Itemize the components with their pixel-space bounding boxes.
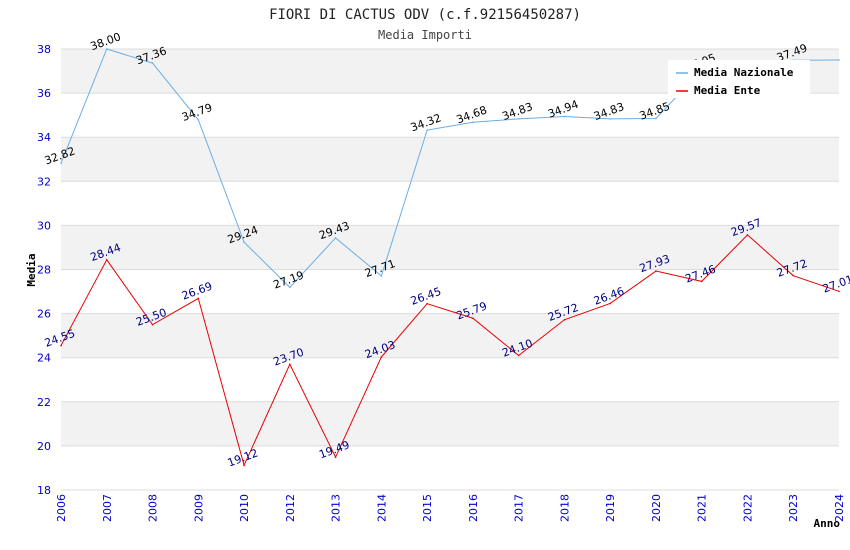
data-point-media-ente — [655, 270, 657, 272]
y-tick-label: 32 — [37, 175, 51, 188]
y-axis-title: Media — [25, 253, 38, 286]
x-tick-label: 2007 — [101, 494, 114, 522]
x-tick-label: 2020 — [650, 494, 663, 522]
chart-title: FIORI DI CACTUS ODV (c.f.92156450287) — [269, 7, 581, 23]
grid-band — [61, 357, 839, 402]
y-tick-label: 36 — [37, 87, 51, 100]
x-tick-label: 2014 — [375, 494, 388, 522]
data-point-media-nazionale — [517, 118, 520, 120]
x-tick-label: 2022 — [741, 494, 754, 522]
y-axis-ticks: 18 20 22 24 26 28 30 32 34 36 38 — [37, 43, 51, 497]
y-tick-label: 34 — [37, 131, 51, 144]
data-point-media-nazionale — [197, 118, 200, 121]
data-point-media-ente — [197, 297, 200, 300]
x-tick-label: 2016 — [467, 494, 480, 522]
grid-band — [61, 313, 839, 358]
data-point-media-ente — [151, 323, 154, 326]
y-tick-label: 38 — [37, 43, 51, 56]
data-point-media-ente — [609, 302, 611, 305]
grid-band — [61, 269, 839, 314]
data-point-media-ente — [334, 456, 337, 458]
x-tick-label: 2008 — [147, 494, 160, 522]
x-tick-label: 2024 — [833, 494, 846, 522]
grid-bands — [61, 49, 839, 490]
grid-band — [61, 445, 839, 490]
x-tick-label: 2021 — [696, 494, 709, 522]
y-tick-label: 18 — [37, 484, 51, 497]
x-tick-label: 2010 — [238, 494, 251, 522]
grid-band — [61, 225, 839, 270]
y-tick-label: 20 — [37, 440, 51, 453]
data-point-media-ente — [838, 290, 840, 293]
data-point-media-nazionale — [838, 59, 840, 61]
grid-band — [61, 93, 839, 138]
x-axis-ticks: 2006 2007 2008 2009 2010 2012 2013 2014 2015 2016… — [55, 494, 846, 522]
data-point-media-nazionale — [472, 121, 474, 124]
data-point-media-nazionale — [60, 162, 62, 165]
data-point-media-nazionale — [289, 286, 291, 289]
x-tick-label: 2017 — [513, 494, 526, 522]
data-point-media-nazionale — [334, 237, 337, 239]
data-point-media-nazionale — [151, 62, 154, 64]
y-tick-label: 22 — [37, 396, 51, 409]
x-tick-label: 2012 — [284, 494, 297, 522]
data-point-media-nazionale — [563, 115, 566, 118]
x-tick-label: 2018 — [558, 494, 571, 522]
data-point-media-ente — [289, 363, 291, 366]
data-point-media-nazionale — [609, 118, 611, 120]
x-tick-label: 2013 — [330, 494, 343, 522]
data-point-media-nazionale — [105, 48, 108, 50]
x-axis-title: Anno — [814, 517, 841, 530]
data-point-media-ente — [60, 344, 62, 347]
y-tick-label: 24 — [37, 352, 51, 365]
x-tick-label: 2006 — [55, 494, 68, 522]
data-point-media-ente — [700, 280, 703, 283]
grid-lines — [61, 48, 839, 491]
y-tick-label: 30 — [37, 219, 51, 232]
grid-band — [61, 401, 839, 446]
grid-band — [61, 137, 839, 182]
data-point-media-ente — [746, 234, 749, 236]
data-point-media-ente — [792, 274, 795, 277]
data-point-media-nazionale — [243, 241, 245, 243]
x-tick-label: 2023 — [787, 494, 800, 522]
x-tick-label: 2009 — [192, 494, 205, 522]
x-tick-label: 2015 — [421, 494, 434, 522]
data-point-media-ente — [105, 258, 108, 261]
data-point-media-ente — [517, 354, 520, 357]
data-point-media-ente — [426, 302, 428, 305]
legend-label-media-ente: Media Ente — [694, 84, 761, 97]
data-point-media-nazionale — [655, 117, 657, 120]
chart-subtitle: Media Importi — [378, 28, 472, 42]
x-tick-label: 2019 — [604, 494, 617, 522]
y-tick-label: 26 — [37, 308, 51, 321]
data-point-media-ente — [380, 356, 383, 358]
legend-box — [668, 60, 810, 98]
data-point-media-ente — [243, 464, 245, 467]
data-point-media-ente — [472, 317, 474, 320]
legend: Media Nazionale Media Ente — [668, 60, 810, 98]
data-point-media-nazionale — [426, 129, 428, 131]
series-line-media-ente — [60, 234, 840, 467]
grid-band — [61, 181, 839, 226]
data-point-media-ente — [563, 318, 566, 321]
legend-label-media-nazionale: Media Nazionale — [694, 66, 794, 79]
y-tick-label: 28 — [37, 264, 51, 277]
data-point-media-nazionale — [380, 275, 383, 277]
